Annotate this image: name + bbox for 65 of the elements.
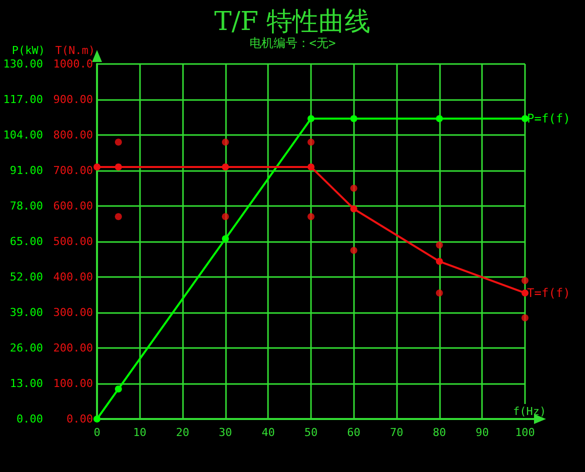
series-label: P=f(f) bbox=[527, 112, 570, 126]
point bbox=[308, 163, 314, 170]
point bbox=[436, 258, 443, 265]
y2-tick-label: 700.00 bbox=[53, 164, 93, 177]
y2-tick-label: 500.00 bbox=[53, 235, 93, 248]
point bbox=[436, 289, 443, 296]
y-tick-label: 78.00 bbox=[10, 200, 43, 212]
y2-axis-title: T(N.m) bbox=[55, 44, 95, 57]
x-tick-label: 80 bbox=[432, 426, 446, 439]
y2-tick-label: 800.00 bbox=[53, 128, 93, 142]
y-tick-label: 130.00 bbox=[3, 58, 43, 70]
y2-tick-label: 100.00 bbox=[53, 377, 93, 390]
y-tick-label: 117.00 bbox=[3, 93, 43, 106]
y-tick-label: 13.00 bbox=[10, 377, 43, 390]
point bbox=[350, 184, 358, 192]
y-tick-label: 65.00 bbox=[10, 235, 43, 248]
point bbox=[308, 138, 314, 146]
chart-subtitle: 电机编号：<无> bbox=[249, 36, 336, 50]
x-tick-label: 70 bbox=[390, 426, 404, 439]
point bbox=[222, 163, 229, 170]
point bbox=[222, 138, 229, 146]
y-axis-title: P(kW) bbox=[12, 44, 45, 57]
y2-tick-label: 1000.0 bbox=[53, 58, 93, 70]
series-label: T=f(f) bbox=[527, 286, 570, 300]
point bbox=[350, 115, 358, 122]
y-tick-label: 39.00 bbox=[10, 306, 43, 319]
y2-tick-label: 200.00 bbox=[53, 342, 93, 354]
point bbox=[522, 115, 528, 122]
y2-tick-label: 400.00 bbox=[53, 270, 93, 284]
x-tick-label: 60 bbox=[347, 426, 360, 439]
point bbox=[222, 235, 229, 242]
point bbox=[522, 277, 528, 284]
point bbox=[436, 242, 443, 249]
point bbox=[350, 246, 358, 254]
y-tick-label: 0.00 bbox=[16, 412, 43, 426]
x-tick-label: 100 bbox=[515, 426, 535, 439]
point bbox=[94, 163, 100, 170]
point bbox=[350, 205, 358, 212]
x-tick-label: 0 bbox=[94, 426, 100, 439]
x-tick-label: 90 bbox=[476, 426, 489, 439]
x-tick-label: 10 bbox=[133, 426, 146, 439]
point bbox=[114, 138, 122, 146]
point bbox=[114, 163, 122, 170]
point bbox=[222, 213, 229, 220]
point bbox=[114, 213, 122, 220]
point bbox=[308, 115, 314, 122]
chart-title: T/F 特性曲线 bbox=[214, 7, 371, 37]
point bbox=[436, 115, 443, 122]
x-axis-title: f(Hz) bbox=[513, 405, 546, 418]
y-tick-label: 26.00 bbox=[10, 342, 43, 354]
point bbox=[114, 385, 122, 392]
x-tick-label: 40 bbox=[262, 426, 275, 439]
y2-tick-label: 900.00 bbox=[53, 93, 93, 106]
y-tick-label: 104.00 bbox=[3, 128, 43, 142]
x-tick-label: 20 bbox=[176, 426, 190, 439]
y-tick-label: 52.00 bbox=[10, 270, 43, 284]
y2-tick-label: 300.00 bbox=[53, 306, 93, 319]
y2-tick-label: 0.00 bbox=[66, 412, 93, 426]
point bbox=[308, 213, 314, 220]
point bbox=[94, 416, 100, 422]
y-tick-label: 91.00 bbox=[10, 164, 43, 177]
x-tick-label: 50 bbox=[304, 426, 318, 439]
x-tick-label: 30 bbox=[218, 426, 232, 439]
y2-tick-label: 600.00 bbox=[53, 200, 93, 212]
point bbox=[522, 314, 528, 322]
